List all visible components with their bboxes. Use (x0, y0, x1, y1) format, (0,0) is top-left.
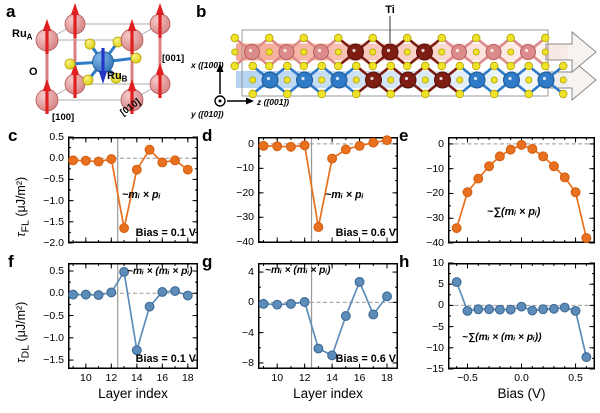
ytick-label: −0.5 (43, 309, 64, 322)
ytick-label: 0 (248, 137, 254, 150)
xaxis-label-f: Layer index (98, 386, 168, 401)
xtick-label: 14 (326, 372, 338, 384)
annotation-d: ~mᵢ × pᵢ (325, 189, 364, 201)
o-label: O (29, 66, 38, 78)
ytick-label: −10 (236, 162, 254, 175)
annotation-h: ~∑(mᵢ × (mᵢ × pᵢ)) (462, 332, 542, 343)
panel-f-ylabel: τDL (μJ/m²) (14, 301, 32, 363)
ytick-label: 0.5 (49, 264, 64, 277)
ytick-label: −40 (426, 236, 444, 249)
chart-d: 0 −10 −20 −30 −40 (236, 135, 398, 247)
ytick-label: −1.0 (43, 194, 64, 207)
xtick-label: 16 (353, 372, 366, 384)
bias-label-g: Bias = 0.6 V (335, 353, 396, 365)
chart-f: 0.5 0.0 −0.5 −1.0 −1.5 10 12 14 16 18 (43, 263, 198, 383)
annotation-e: ~∑(mᵢ × pᵢ) (487, 206, 541, 218)
panel-e-letter: e (399, 126, 409, 145)
panel-f-letter: f (8, 252, 14, 271)
xtick-label: 10 (271, 372, 284, 384)
ytick-label: −0.5 (43, 173, 64, 186)
moment-up-arrows-front (42, 19, 137, 114)
ytick-label: −20 (236, 186, 254, 199)
moment-down-arrow (98, 48, 108, 84)
ytick-label: −4 (242, 326, 254, 339)
ruB-label: RuB (107, 70, 128, 84)
chart-c: 0.5 0.0 −0.5 −1.0 −1.5 −2.0 (43, 132, 198, 248)
ytick-label: −15 (426, 362, 444, 375)
moment-up-arrows-back (70, 3, 165, 98)
ytick-label: 5 (438, 277, 444, 290)
panel-b-letter: b (196, 2, 207, 21)
panel-c-letter: c (8, 126, 18, 145)
ytick-label: −5 (432, 320, 444, 333)
chart-e: 0 −10 −20 −30 −40 (426, 137, 595, 248)
xtick-label: 0.5 (568, 372, 583, 384)
dir-001-label: [001] (162, 53, 184, 64)
ruA-label: RuA (12, 28, 33, 42)
ytick-label: −40 (236, 235, 254, 248)
xtick-label: 16 (156, 372, 169, 384)
atom-chains (230, 33, 568, 99)
annotation-f: ~mᵢ × (mᵢ × pᵢ) (127, 266, 193, 277)
panel-a-letter: a (6, 2, 16, 21)
ytick-label: −20 (426, 187, 444, 200)
ytick-label: −2.0 (43, 236, 64, 249)
xtick-label: 18 (381, 372, 393, 384)
ytick-label: −10 (426, 162, 444, 175)
ytick-label: −30 (236, 211, 254, 224)
xtick-label: 10 (79, 372, 92, 384)
annotation-c: ~mᵢ × pᵢ (122, 189, 161, 201)
bias-label-c: Bias = 0.1 V (135, 227, 196, 239)
ti-label: Ti (385, 4, 395, 16)
chart-g: 4 0 −4 −8 10 12 14 16 18 (242, 263, 398, 383)
crystal-structure-diagram: RuA O RuB [100] [010] [001] (12, 3, 184, 123)
slab-diagram: Ti x ([100]) z ([001]) y ([010]) (190, 4, 597, 119)
annotation-g: ~mᵢ × (mᵢ × pᵢ) (265, 265, 331, 276)
xtick-label: 14 (130, 372, 143, 384)
axis-x-label: x ([100]) (190, 60, 224, 70)
xtick-label: 0.0 (514, 372, 529, 384)
ytick-label: 0.0 (49, 287, 64, 300)
ytick-label: 0 (248, 296, 254, 309)
ytick-label: −1.5 (43, 215, 64, 228)
xtick-label: 18 (181, 372, 194, 384)
bias-label-f: Bias = 0.1 V (135, 353, 196, 365)
xtick-label: 12 (298, 372, 311, 384)
ytick-label: −1.5 (43, 353, 64, 366)
panel-c-ylabel: τFL (μJ/m²) (14, 176, 32, 237)
ytick-label: −1.0 (43, 331, 64, 344)
ytick-label: 0 (438, 299, 444, 312)
xaxis-label-h: Bias (V) (497, 386, 546, 401)
ytick-label: −8 (242, 356, 254, 369)
xtick-label: −0.5 (457, 372, 478, 384)
ytick-label: 0 (438, 137, 444, 150)
ytick-label: 0.0 (49, 151, 64, 164)
chart-h: 10 5 0 −5 −10 −15 −0.5 0.0 0.5 (426, 258, 595, 383)
bias-label-d: Bias = 0.6 V (335, 227, 396, 239)
panel-d-letter: d (202, 126, 213, 145)
xaxis-label-g: Layer index (293, 386, 363, 401)
axis-y-label: y ([010]) (190, 109, 224, 119)
panel-g-letter: g (202, 252, 213, 271)
ytick-label: −10 (426, 341, 444, 354)
dir-100-label: [100] (52, 112, 74, 123)
ytick-label: −30 (426, 211, 444, 224)
axis-z-label: z ([001]) (256, 97, 289, 107)
ytick-label: 10 (432, 256, 444, 269)
axes-marker (214, 63, 254, 107)
panel-h-letter: h (399, 252, 410, 271)
ytick-label: 4 (248, 265, 254, 278)
ytick-label: 0.5 (49, 130, 64, 143)
xtick-label: 12 (105, 372, 118, 384)
